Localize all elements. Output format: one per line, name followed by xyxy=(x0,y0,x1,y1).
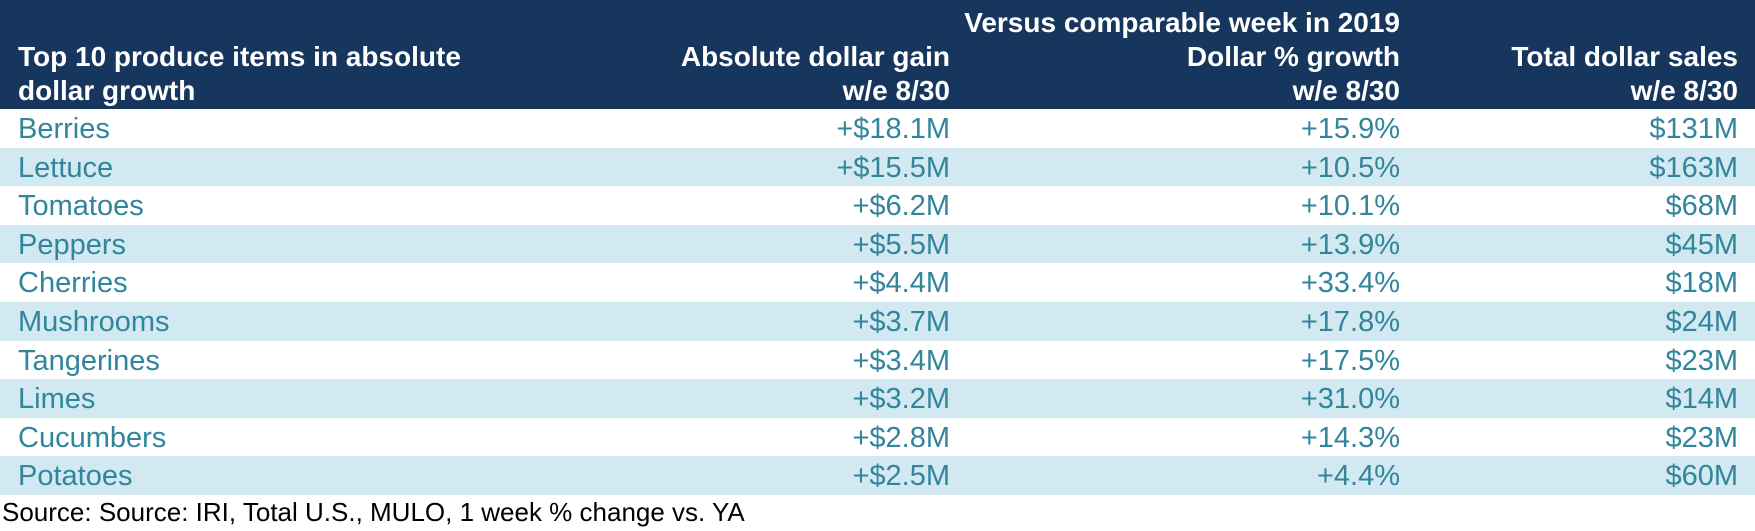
item-cell: Peppers xyxy=(18,228,127,261)
sales-cell: $18M xyxy=(1665,267,1738,300)
table-row: Lettuce +$15.5M +10.5% $163M xyxy=(0,147,1755,187)
header-super-title-text: Versus comparable week in 2019 xyxy=(964,7,1400,38)
table-row: Limes +$3.2M +31.0% $14M xyxy=(0,379,1755,418)
header-gain-line-2: w/e 8/30 xyxy=(842,75,950,106)
pct-cell: +31.0% xyxy=(1300,383,1400,416)
item-cell: Potatoes xyxy=(18,460,133,493)
pct-cell: +33.4% xyxy=(1300,267,1400,300)
pct-cell: +17.5% xyxy=(1300,344,1400,377)
item-cell: Lettuce xyxy=(18,151,114,184)
table-row: Cherries +$4.4M +33.4% $18M xyxy=(0,263,1755,302)
pct-cell: +15.9% xyxy=(1300,113,1400,145)
gain-cell: +$18.1M xyxy=(836,113,950,145)
pct-cell: +10.5% xyxy=(1300,151,1400,184)
header-sales-line-1: Total dollar sales xyxy=(1511,41,1738,72)
header-sales-line-2: w/e 8/30 xyxy=(1630,75,1738,106)
gain-cell: +$3.4M xyxy=(852,344,950,377)
sales-cell: $131M xyxy=(1649,113,1738,145)
gain-cell: +$3.2M xyxy=(852,383,950,416)
pct-cell: +14.3% xyxy=(1300,421,1400,454)
table-row: Peppers +$5.5M +13.9% $45M xyxy=(0,224,1755,264)
item-cell: Mushrooms xyxy=(18,305,170,338)
header-item-column: Top 10 produce items in absolute dollar … xyxy=(18,40,578,108)
table-row: Berries +$18.1M +15.9% $131M xyxy=(0,109,1755,148)
sales-cell: $68M xyxy=(1665,190,1738,223)
item-cell: Cucumbers xyxy=(18,421,167,454)
table-row: Tangerines +$3.4M +17.5% $23M xyxy=(0,341,1755,380)
table-row: Mushrooms +$3.7M +17.8% $24M xyxy=(0,301,1755,341)
item-cell: Berries xyxy=(18,113,110,145)
sales-cell: $163M xyxy=(1649,151,1738,184)
gain-cell: +$4.4M xyxy=(852,267,950,300)
sales-cell: $23M xyxy=(1665,344,1738,377)
pct-cell: +4.4% xyxy=(1316,460,1400,493)
item-cell: Tangerines xyxy=(18,344,160,377)
sales-cell: $24M xyxy=(1665,305,1738,338)
table-row: Potatoes +$2.5M +4.4% $60M xyxy=(0,456,1755,495)
item-cell: Cherries xyxy=(18,267,128,300)
header-pct-column: Dollar % growth w/e 8/30 xyxy=(1000,40,1400,108)
gain-cell: +$2.5M xyxy=(852,460,950,493)
gain-cell: +$5.5M xyxy=(852,228,950,261)
table-header: Versus comparable week in 2019 Top 10 pr… xyxy=(0,0,1755,109)
header-gain-column: Absolute dollar gain w/e 8/30 xyxy=(550,40,950,108)
pct-cell: +13.9% xyxy=(1300,228,1400,261)
item-cell: Tomatoes xyxy=(18,190,144,223)
sales-cell: $14M xyxy=(1665,383,1738,416)
header-item-line-2: dollar growth xyxy=(18,75,196,106)
gain-cell: +$6.2M xyxy=(852,190,950,223)
header-item-line-1: Top 10 produce items in absolute xyxy=(18,41,461,72)
pct-cell: +10.1% xyxy=(1300,190,1400,223)
header-sales-column: Total dollar sales w/e 8/30 xyxy=(1380,40,1738,108)
table-row: Tomatoes +$6.2M +10.1% $68M xyxy=(0,186,1755,225)
header-pct-line-1: Dollar % growth xyxy=(1186,41,1400,72)
item-cell: Limes xyxy=(18,383,96,416)
gain-cell: +$2.8M xyxy=(852,421,950,454)
sales-cell: $60M xyxy=(1665,460,1738,493)
gain-cell: +$3.7M xyxy=(852,305,950,338)
gain-cell: +$15.5M xyxy=(836,151,950,184)
source-note: Source: Source: IRI, Total U.S., MULO, 1… xyxy=(2,497,745,527)
header-gain-line-1: Absolute dollar gain xyxy=(680,41,950,72)
produce-table: Versus comparable week in 2019 Top 10 pr… xyxy=(0,0,1755,495)
sales-cell: $45M xyxy=(1665,228,1738,261)
header-super-title: Versus comparable week in 2019 xyxy=(840,6,1400,40)
pct-cell: +17.8% xyxy=(1300,305,1400,338)
sales-cell: $23M xyxy=(1665,421,1738,454)
table-row: Cucumbers +$2.8M +14.3% $23M xyxy=(0,418,1755,457)
header-pct-line-2: w/e 8/30 xyxy=(1292,75,1400,106)
